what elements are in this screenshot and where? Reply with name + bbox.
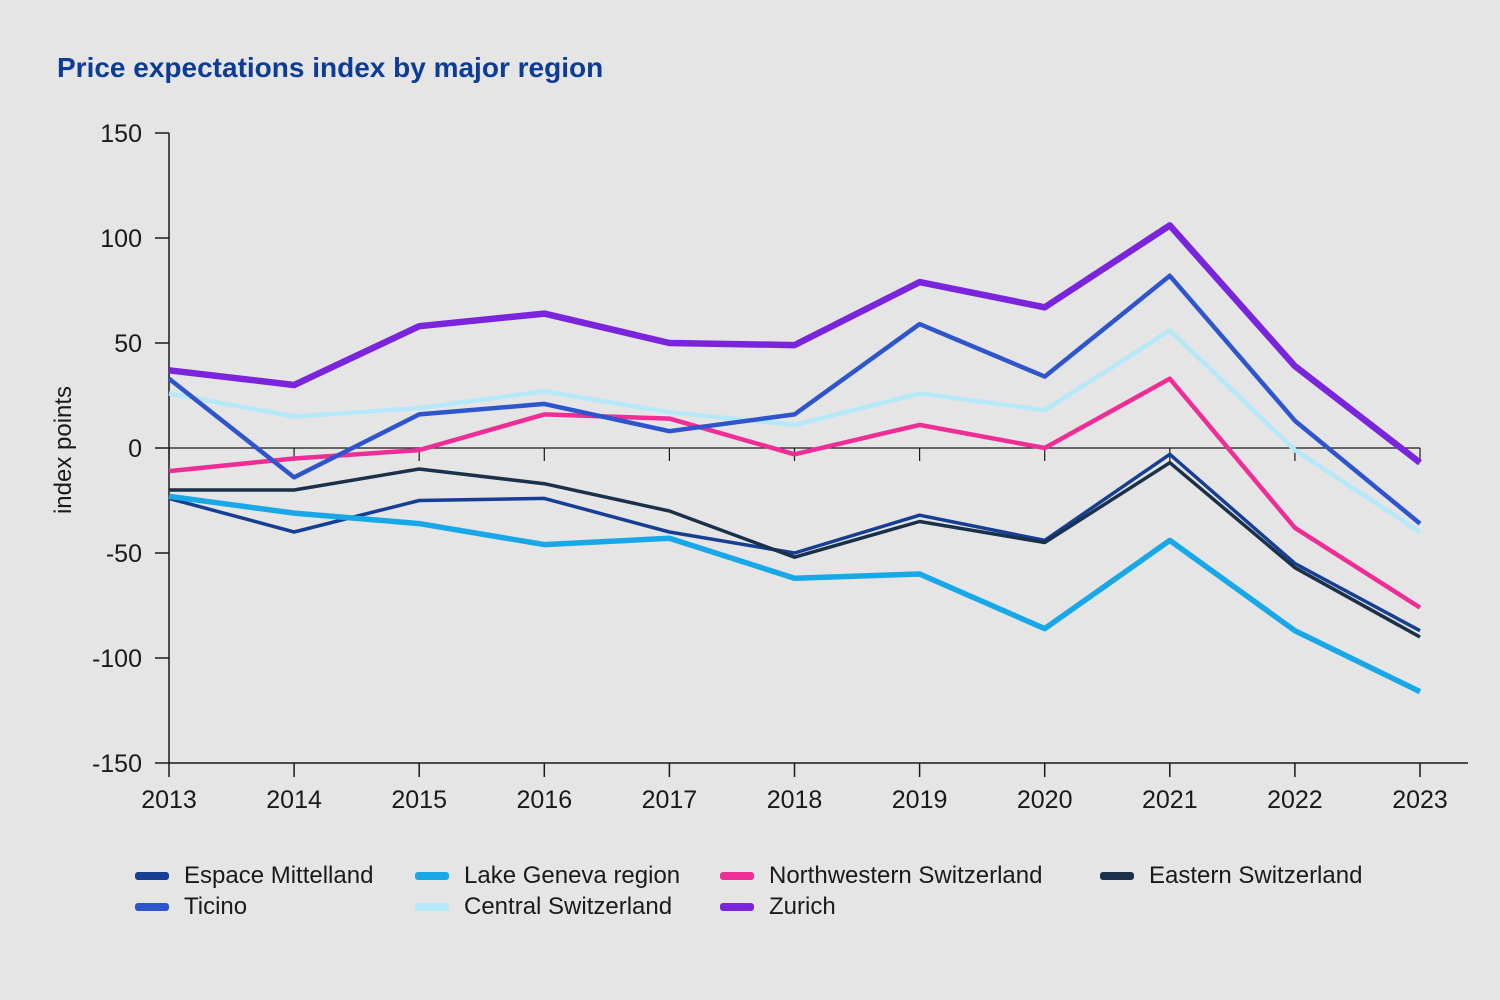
series-line-central-switzerland: [168, 328, 1422, 534]
x-tick-label: 2017: [642, 786, 698, 814]
series-line-lake-geneva-region: [168, 493, 1422, 695]
y-tick-label: 150: [100, 120, 142, 148]
x-tick-label: 2019: [892, 786, 948, 814]
series-line-ticino: [167, 273, 1422, 526]
x-tick-label: 2016: [516, 786, 572, 814]
series-line-northwestern-switzerland: [168, 376, 1422, 610]
y-tick-label: 0: [128, 435, 142, 463]
y-tick-label: 100: [100, 225, 142, 253]
series-line-eastern-switzerland: [169, 460, 1421, 639]
x-tick-label: 2015: [391, 786, 447, 814]
y-axis-title: index points: [50, 385, 77, 515]
series-line-espace-mittelland: [168, 452, 1421, 633]
x-tick-label: 2021: [1142, 786, 1198, 814]
chart-title: Price expectations index by major region: [57, 52, 604, 83]
y-tick-label: -100: [92, 645, 142, 673]
x-tick-label: 2018: [767, 786, 823, 814]
x-tick-label: 2020: [1017, 786, 1073, 814]
y-tick-label: -150: [92, 750, 142, 778]
series-line-zurich: [168, 222, 1422, 466]
y-tick-label: 50: [114, 330, 142, 358]
y-tick-label: -50: [106, 540, 142, 568]
x-tick-label: 2022: [1267, 786, 1323, 814]
x-tick-label: 2013: [141, 786, 197, 814]
x-tick-label: 2014: [266, 786, 322, 814]
x-tick-label: 2023: [1392, 786, 1448, 814]
